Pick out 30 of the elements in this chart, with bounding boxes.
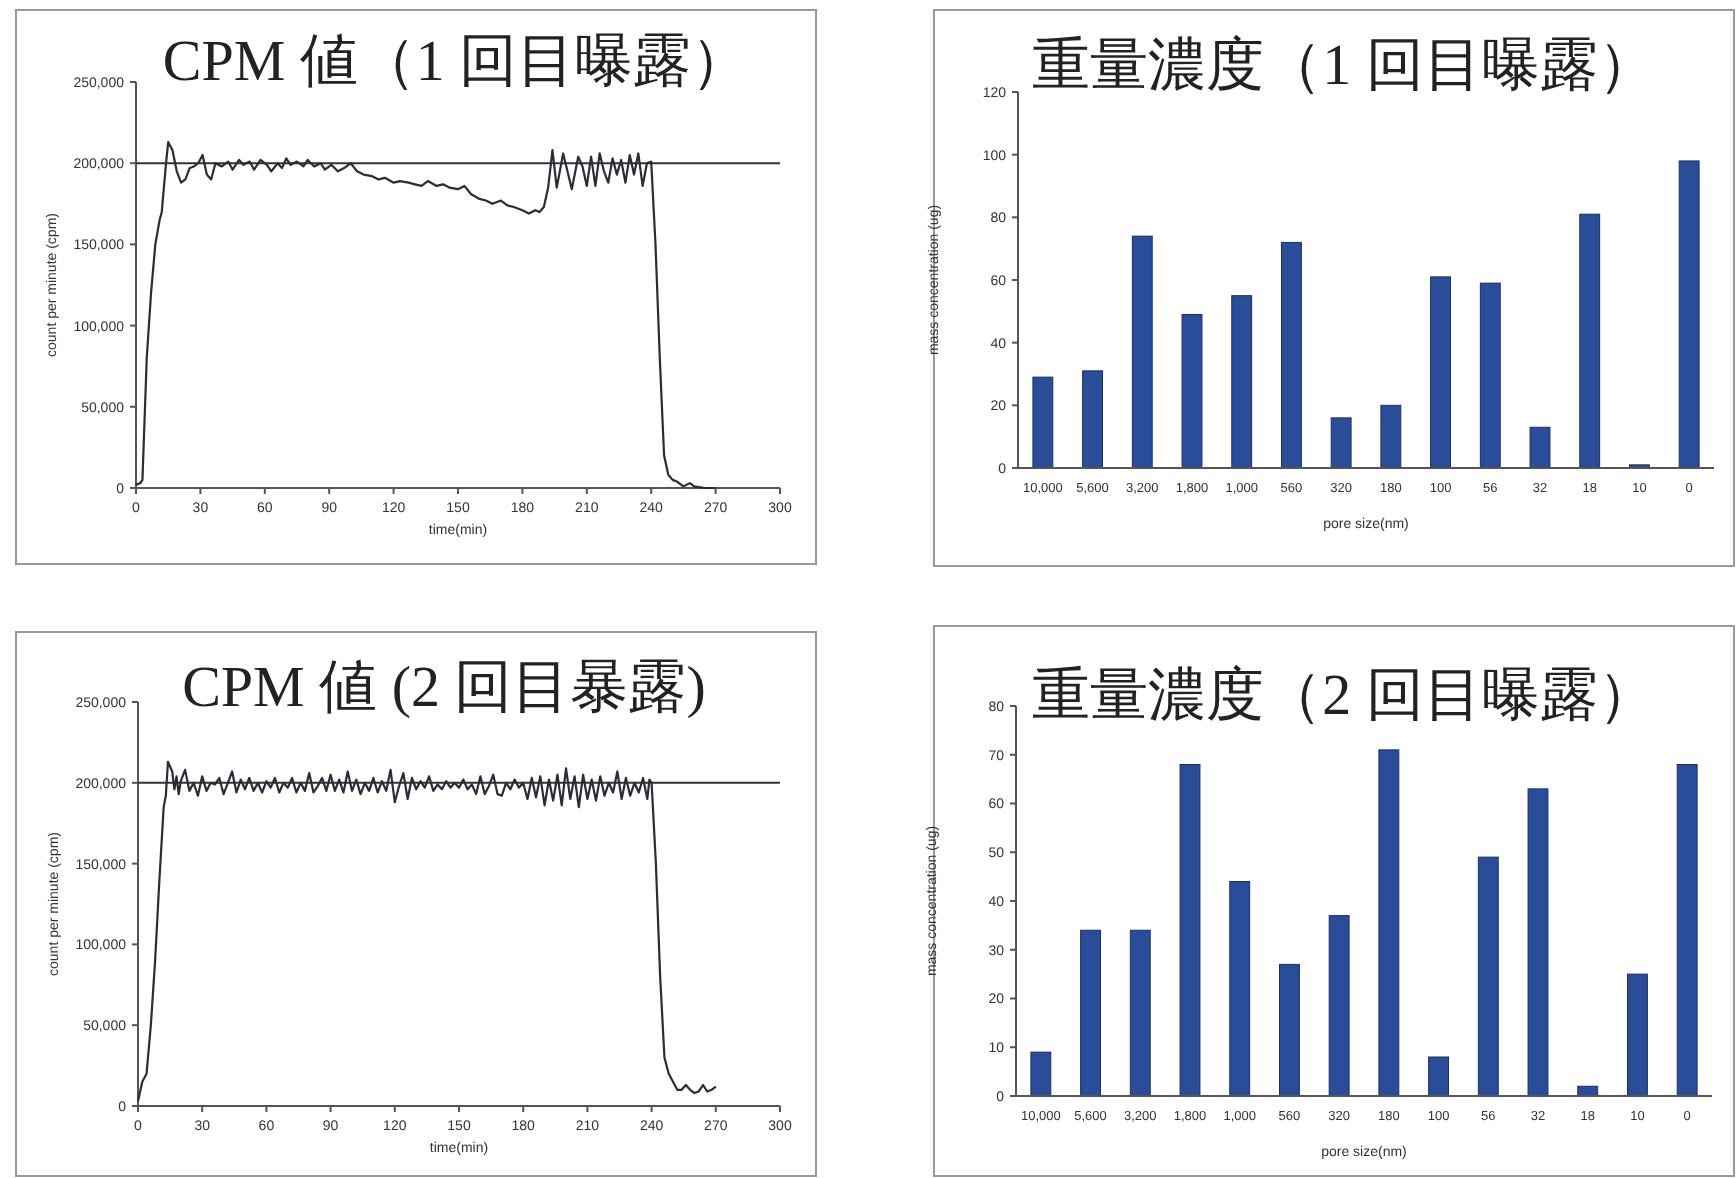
bar xyxy=(1129,929,1151,1097)
bar xyxy=(1676,764,1698,1097)
bar xyxy=(1030,1051,1052,1097)
bar xyxy=(1428,1056,1450,1097)
bar xyxy=(1080,929,1102,1097)
bar xyxy=(1032,376,1054,469)
bar xyxy=(1082,370,1104,469)
bar xyxy=(1380,404,1402,469)
bar xyxy=(1378,749,1400,1097)
chart-title: 重量濃度（2 回目曝露） xyxy=(1032,664,1656,728)
bar xyxy=(1181,313,1203,469)
bar xyxy=(1131,235,1153,469)
bar xyxy=(1527,788,1549,1097)
chart-title: CPM 値 (2 回目暴露) xyxy=(182,656,706,720)
bar xyxy=(1678,160,1700,469)
bar xyxy=(1231,295,1253,469)
bar xyxy=(1328,915,1350,1097)
bar xyxy=(1278,963,1300,1097)
bar xyxy=(1479,282,1501,469)
bar xyxy=(1579,213,1601,469)
bar xyxy=(1229,881,1251,1097)
bar xyxy=(1330,417,1352,469)
bar xyxy=(1626,973,1648,1097)
chart-title: 重量濃度（1 回目曝露） xyxy=(1032,34,1656,98)
bar xyxy=(1280,241,1302,469)
bar xyxy=(1179,764,1201,1097)
bar xyxy=(1477,856,1499,1097)
bar xyxy=(1529,426,1551,469)
chart-title: CPM 値（1 回目曝露） xyxy=(162,30,750,94)
bar xyxy=(1430,276,1452,469)
